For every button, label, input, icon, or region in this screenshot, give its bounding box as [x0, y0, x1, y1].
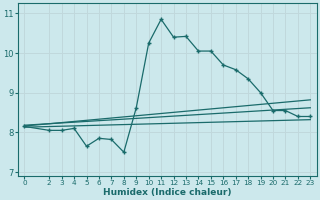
X-axis label: Humidex (Indice chaleur): Humidex (Indice chaleur) [103, 188, 232, 197]
